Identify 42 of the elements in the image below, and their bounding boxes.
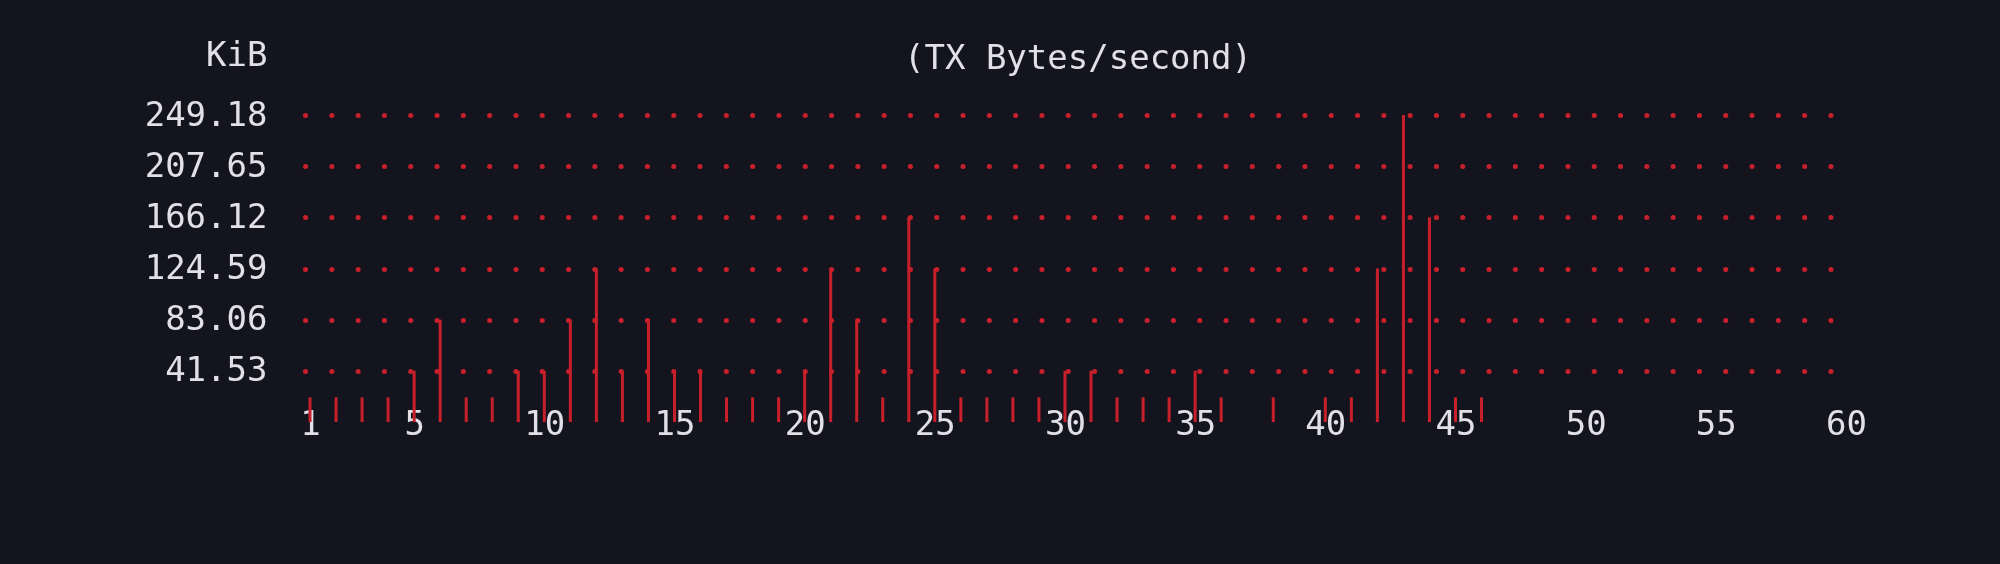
bar	[386, 397, 390, 422]
x-tick-label: 10	[524, 402, 566, 443]
y-tick-label: 166.12	[144, 195, 268, 236]
x-tick-label: 20	[784, 402, 826, 443]
bar	[985, 397, 989, 422]
x-tick-label: 40	[1305, 402, 1347, 443]
bar	[881, 397, 885, 422]
x-tick-label: 15	[654, 402, 696, 443]
bar	[1219, 397, 1223, 422]
y-tick-label: 83.06	[165, 298, 268, 339]
bar	[334, 397, 338, 422]
bar	[1271, 397, 1275, 422]
x-tick-label: 25	[914, 402, 956, 443]
bar	[1427, 217, 1431, 422]
bar	[1037, 397, 1041, 422]
y-tick-label: 41.53	[165, 349, 268, 390]
bar	[490, 397, 494, 422]
bar	[1349, 397, 1353, 422]
bar	[1167, 397, 1171, 422]
bar	[464, 397, 468, 422]
bar	[777, 397, 781, 422]
bar	[1375, 268, 1379, 422]
bar	[1011, 397, 1015, 422]
bar	[959, 397, 963, 422]
x-tick-label: 35	[1175, 402, 1217, 443]
bar	[1115, 397, 1119, 422]
y-tick-label: 249.18	[144, 93, 268, 134]
bar	[725, 397, 729, 422]
chart-title: (TX Bytes/second)	[904, 37, 1252, 77]
bar	[1141, 397, 1145, 422]
x-tick-label: 55	[1695, 402, 1737, 443]
y-tick-label: 124.59	[144, 247, 268, 287]
x-tick-label: 30	[1045, 402, 1086, 443]
y-axis-title: KiB	[206, 33, 268, 74]
x-tick-label: 60	[1826, 402, 1867, 443]
x-tick-label: 45	[1435, 402, 1477, 443]
y-tick-label: 207.65	[144, 144, 268, 185]
bar	[1401, 115, 1405, 422]
x-tick-label: 50	[1565, 402, 1607, 443]
bar	[1480, 397, 1484, 422]
bar	[751, 397, 755, 422]
bar	[360, 397, 364, 422]
